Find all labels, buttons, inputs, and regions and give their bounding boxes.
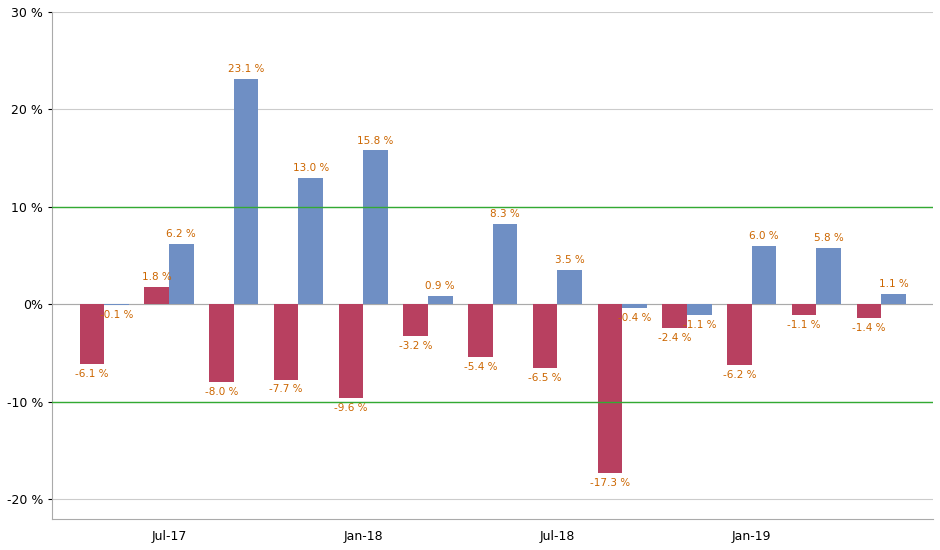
Text: -0.4 %: -0.4 % [618, 313, 651, 323]
Text: -3.2 %: -3.2 % [399, 340, 432, 350]
Bar [663, 305, 687, 328]
Bar [533, 305, 557, 368]
Text: -9.6 %: -9.6 % [334, 403, 368, 413]
Text: 23.1 %: 23.1 % [227, 64, 264, 74]
Text: 15.8 %: 15.8 % [357, 135, 394, 146]
Text: 8.3 %: 8.3 % [490, 208, 520, 219]
Text: 6.0 %: 6.0 % [749, 231, 779, 241]
Text: -6.2 %: -6.2 % [723, 370, 756, 379]
Text: 5.8 %: 5.8 % [814, 233, 844, 243]
Text: -2.4 %: -2.4 % [658, 333, 692, 343]
Bar [622, 305, 647, 309]
Bar [428, 296, 452, 305]
Bar [298, 178, 323, 305]
Text: -17.3 %: -17.3 % [590, 478, 630, 488]
Text: -6.1 %: -6.1 % [75, 369, 109, 379]
Text: -1.1 %: -1.1 % [788, 320, 821, 330]
Bar [881, 294, 906, 305]
Bar [403, 305, 428, 336]
Bar [598, 305, 622, 473]
Text: 1.1 %: 1.1 % [879, 279, 908, 289]
Bar [817, 248, 841, 305]
Bar [687, 305, 712, 315]
Bar [145, 287, 169, 305]
Text: 0.9 %: 0.9 % [426, 281, 455, 291]
Text: -8.0 %: -8.0 % [205, 387, 238, 397]
Text: -6.5 %: -6.5 % [528, 373, 562, 383]
Bar [80, 305, 104, 364]
Text: -1.4 %: -1.4 % [853, 323, 885, 333]
Bar [274, 305, 298, 380]
Bar [791, 305, 817, 315]
Text: -5.4 %: -5.4 % [463, 362, 497, 372]
Bar [557, 270, 582, 305]
Bar [468, 305, 493, 357]
Bar [169, 244, 194, 305]
Bar [752, 246, 776, 305]
Text: -0.1 %: -0.1 % [100, 310, 133, 320]
Text: 1.8 %: 1.8 % [142, 272, 171, 282]
Bar [209, 305, 234, 382]
Bar [493, 223, 517, 305]
Text: 6.2 %: 6.2 % [166, 229, 196, 239]
Bar [728, 305, 752, 365]
Text: 13.0 %: 13.0 % [292, 163, 329, 173]
Bar [363, 150, 388, 305]
Text: 3.5 %: 3.5 % [555, 255, 585, 266]
Text: -1.1 %: -1.1 % [682, 320, 716, 330]
Bar [338, 305, 363, 398]
Bar [856, 305, 881, 318]
Bar [234, 79, 258, 305]
Text: -7.7 %: -7.7 % [270, 384, 303, 394]
